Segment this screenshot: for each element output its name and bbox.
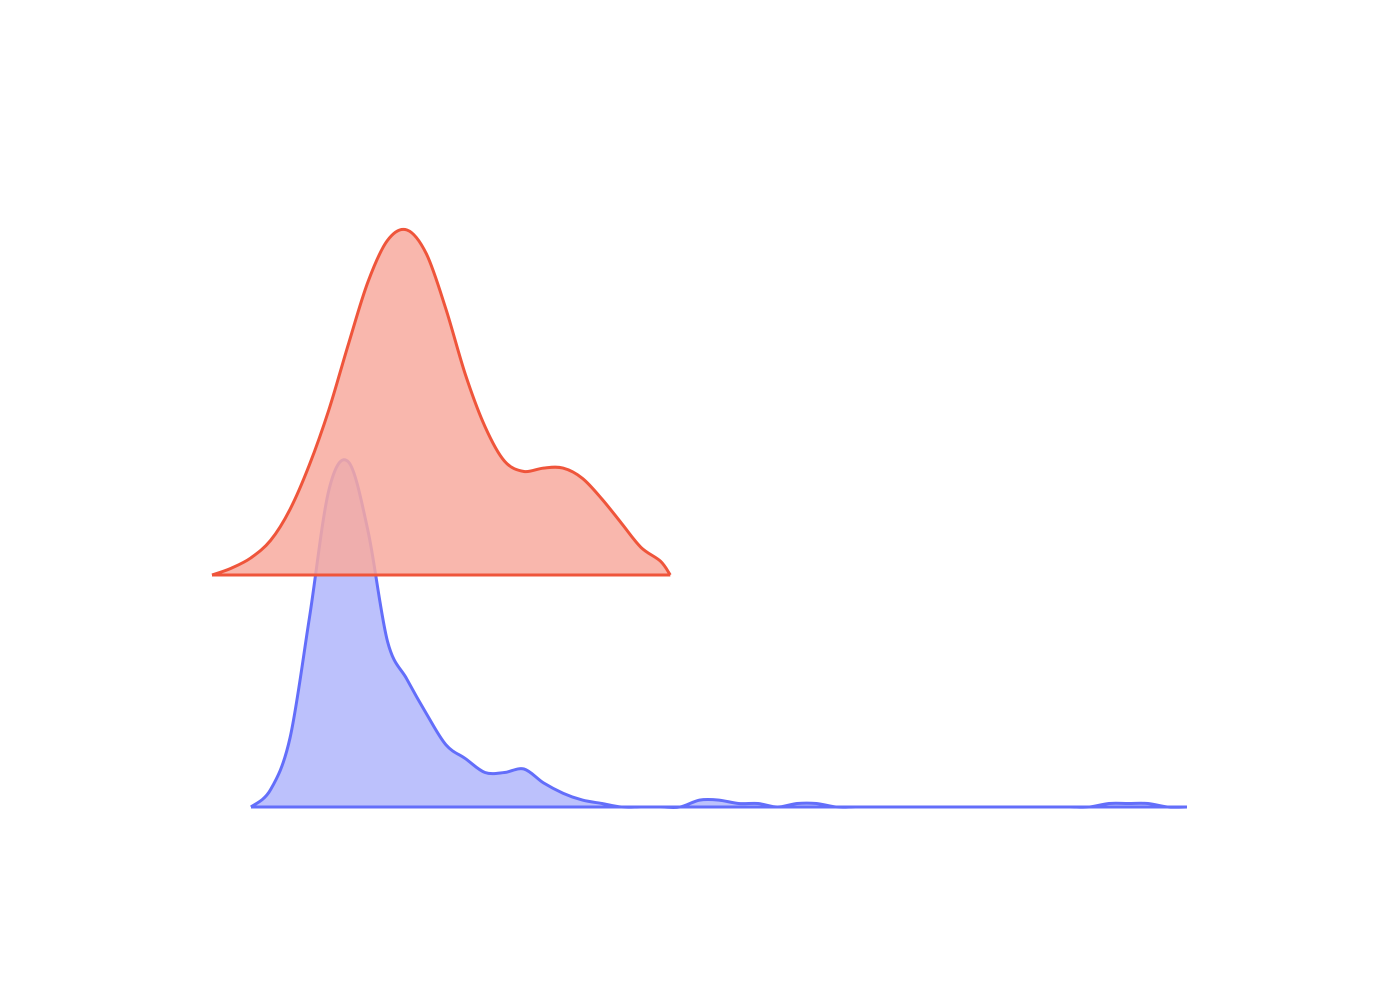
density-line-1	[250, 458, 1188, 809]
series-layer	[211, 227, 1188, 809]
density-area-0	[212, 229, 671, 575]
density-line-0	[211, 227, 672, 577]
series-0	[211, 227, 672, 577]
